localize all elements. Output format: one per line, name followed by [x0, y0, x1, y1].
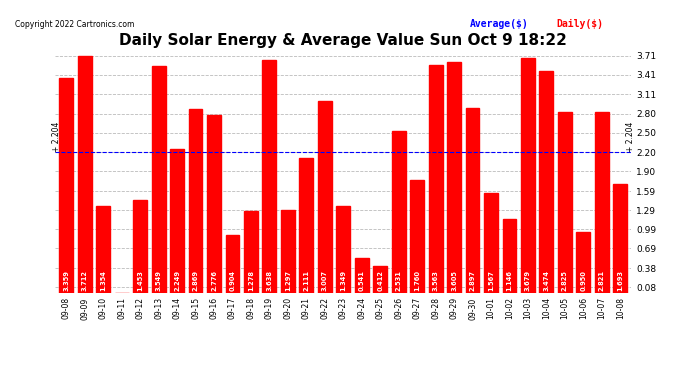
Text: 3.007: 3.007 — [322, 270, 328, 291]
Text: 2.531: 2.531 — [395, 270, 402, 291]
Bar — [502, 219, 516, 292]
Bar — [152, 66, 166, 292]
Bar — [428, 65, 442, 292]
Bar — [558, 112, 572, 292]
Bar — [59, 78, 73, 292]
Text: 3.563: 3.563 — [433, 270, 439, 291]
Text: 0.412: 0.412 — [377, 270, 383, 291]
Text: Copyright 2022 Cartronics.com: Copyright 2022 Cartronics.com — [15, 20, 135, 29]
Bar — [188, 110, 202, 292]
Bar — [576, 232, 590, 292]
Bar — [244, 211, 258, 292]
Bar — [540, 71, 553, 292]
Text: 2.111: 2.111 — [304, 270, 309, 291]
Bar — [78, 56, 92, 292]
Bar — [613, 184, 627, 292]
Text: 2.825: 2.825 — [562, 270, 568, 291]
Text: 1.567: 1.567 — [488, 270, 494, 291]
Text: 3.712: 3.712 — [81, 270, 88, 291]
Text: 0.541: 0.541 — [359, 270, 365, 291]
Text: 3.679: 3.679 — [525, 270, 531, 291]
Text: 1.354: 1.354 — [100, 270, 106, 291]
Bar — [521, 58, 535, 292]
Text: 1.693: 1.693 — [618, 270, 623, 291]
Bar — [355, 258, 368, 292]
Text: 3.474: 3.474 — [544, 270, 549, 291]
Bar — [336, 206, 351, 292]
Text: 3.605: 3.605 — [451, 270, 457, 291]
Text: 3.549: 3.549 — [156, 270, 161, 291]
Text: Average($): Average($) — [470, 19, 529, 29]
Text: 2.869: 2.869 — [193, 270, 199, 291]
Bar — [262, 60, 276, 292]
Text: 2.821: 2.821 — [599, 270, 605, 291]
Text: 1.349: 1.349 — [340, 270, 346, 291]
Text: 1.760: 1.760 — [414, 270, 420, 291]
Bar — [170, 149, 184, 292]
Text: + 2.204: + 2.204 — [626, 122, 635, 152]
Text: 2.897: 2.897 — [469, 270, 475, 291]
Bar — [484, 192, 498, 292]
Text: 1.297: 1.297 — [285, 270, 291, 291]
Bar — [392, 131, 406, 292]
Bar — [318, 100, 332, 292]
Bar — [226, 235, 239, 292]
Text: 2.776: 2.776 — [211, 270, 217, 291]
Bar — [373, 266, 387, 292]
Text: 3.638: 3.638 — [266, 270, 273, 291]
Bar — [447, 63, 461, 292]
Bar — [207, 116, 221, 292]
Text: 0.904: 0.904 — [230, 270, 235, 291]
Bar — [133, 200, 147, 292]
Bar — [299, 158, 313, 292]
Bar — [595, 112, 609, 292]
Text: 1.278: 1.278 — [248, 270, 254, 291]
Bar — [281, 210, 295, 292]
Bar — [97, 206, 110, 292]
Text: + 2.204: + 2.204 — [52, 122, 61, 152]
Text: 1.453: 1.453 — [137, 270, 143, 291]
Text: 1.146: 1.146 — [506, 270, 513, 291]
Title: Daily Solar Energy & Average Value Sun Oct 9 18:22: Daily Solar Energy & Average Value Sun O… — [119, 33, 567, 48]
Text: 2.249: 2.249 — [174, 270, 180, 291]
Text: Daily($): Daily($) — [556, 19, 604, 29]
Text: 0.950: 0.950 — [580, 270, 586, 291]
Text: 3.359: 3.359 — [63, 270, 69, 291]
Bar — [411, 180, 424, 292]
Bar — [466, 108, 480, 292]
